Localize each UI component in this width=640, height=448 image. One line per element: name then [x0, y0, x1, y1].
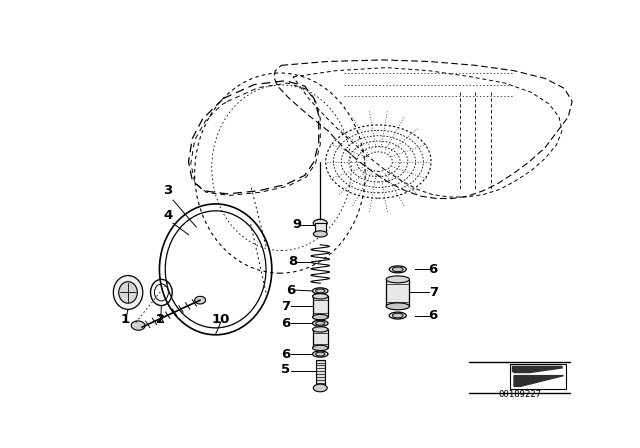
Text: 1: 1 — [120, 313, 129, 326]
Text: 3: 3 — [163, 184, 172, 197]
Ellipse shape — [312, 351, 328, 357]
FancyBboxPatch shape — [386, 280, 410, 306]
Ellipse shape — [312, 345, 328, 351]
Text: 4: 4 — [163, 209, 172, 222]
Ellipse shape — [312, 320, 328, 326]
FancyBboxPatch shape — [312, 329, 328, 348]
Ellipse shape — [316, 289, 325, 293]
Ellipse shape — [316, 352, 325, 356]
Text: 6: 6 — [428, 263, 437, 276]
Ellipse shape — [312, 314, 328, 320]
Polygon shape — [513, 366, 562, 373]
Ellipse shape — [392, 267, 403, 271]
Text: 2: 2 — [156, 313, 165, 326]
Ellipse shape — [312, 293, 328, 299]
Text: 10: 10 — [212, 313, 230, 326]
Text: 6: 6 — [428, 309, 437, 322]
FancyBboxPatch shape — [316, 360, 325, 385]
Ellipse shape — [312, 327, 328, 332]
Text: 6: 6 — [286, 284, 296, 297]
Ellipse shape — [316, 321, 325, 325]
Ellipse shape — [312, 288, 328, 294]
Ellipse shape — [389, 312, 406, 319]
Text: 6: 6 — [281, 348, 290, 361]
Text: 7: 7 — [281, 300, 290, 313]
FancyBboxPatch shape — [510, 364, 566, 389]
Text: 5: 5 — [281, 363, 290, 376]
Ellipse shape — [119, 282, 138, 303]
Text: 7: 7 — [429, 286, 438, 299]
Ellipse shape — [389, 266, 406, 273]
Ellipse shape — [386, 303, 410, 310]
Ellipse shape — [195, 296, 205, 304]
Polygon shape — [514, 375, 564, 386]
Ellipse shape — [313, 231, 327, 237]
Text: 6: 6 — [281, 317, 290, 330]
Ellipse shape — [386, 276, 410, 283]
Text: 00189227: 00189227 — [498, 390, 541, 399]
Ellipse shape — [392, 313, 403, 318]
Text: 8: 8 — [289, 255, 298, 268]
FancyBboxPatch shape — [315, 223, 326, 234]
Ellipse shape — [313, 384, 327, 392]
Text: 9: 9 — [292, 218, 301, 231]
Ellipse shape — [113, 276, 143, 310]
Ellipse shape — [131, 321, 145, 330]
Ellipse shape — [313, 220, 327, 227]
FancyBboxPatch shape — [312, 296, 328, 317]
